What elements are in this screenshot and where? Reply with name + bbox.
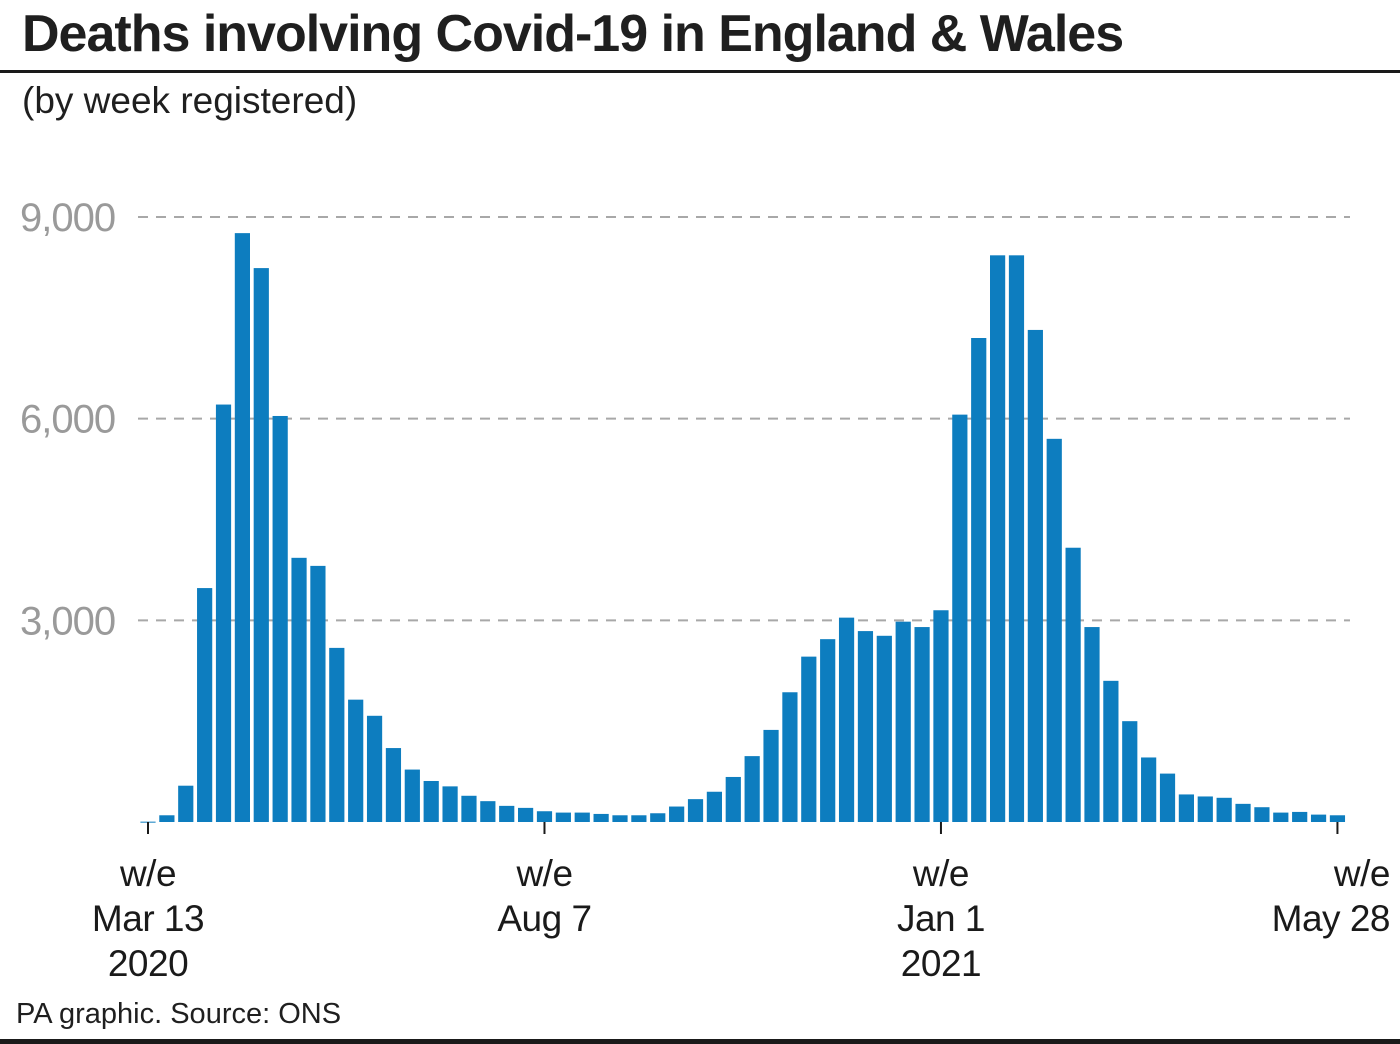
x-tick-label: w/e (515, 853, 572, 894)
x-tick-label: w/e (119, 853, 176, 894)
bar (650, 813, 666, 822)
chart-subtitle: (by week registered) (22, 80, 358, 121)
bar (385, 748, 402, 822)
bar (518, 807, 534, 822)
bar (348, 699, 364, 822)
bar (687, 799, 704, 822)
bar (1273, 812, 1289, 822)
bar (612, 815, 628, 822)
bar (1008, 255, 1025, 822)
y-tick-label: 9,000 (20, 196, 115, 240)
bar (1178, 794, 1194, 822)
bar (366, 715, 383, 822)
bar (1141, 757, 1157, 822)
bar (593, 813, 609, 822)
bar (744, 756, 760, 822)
bar (404, 769, 420, 822)
bar (1046, 438, 1062, 822)
bar (555, 812, 571, 822)
bar (782, 692, 798, 822)
bar (820, 639, 836, 822)
bar (1235, 803, 1251, 822)
bar (1292, 811, 1308, 822)
bar (1027, 329, 1043, 822)
bar (914, 627, 930, 822)
bar (1216, 797, 1232, 822)
footer-rule (0, 1039, 1400, 1044)
bar (1084, 627, 1100, 822)
bar (706, 791, 722, 822)
chart-title: Deaths involving Covid-19 in England & W… (22, 5, 1124, 63)
bar (933, 610, 949, 822)
bar (631, 815, 647, 822)
bar (329, 647, 345, 822)
bar (234, 233, 250, 822)
bar (725, 776, 741, 822)
bar (895, 621, 911, 822)
bar (1310, 814, 1327, 822)
bar (1197, 796, 1213, 822)
bar (536, 811, 553, 822)
bar (1159, 773, 1176, 822)
x-tick-label: Mar 13 (92, 898, 204, 939)
bar (178, 785, 194, 822)
bar (876, 635, 892, 822)
bar (952, 414, 968, 822)
bar (291, 557, 307, 822)
bar (838, 617, 855, 822)
bar (480, 801, 496, 822)
x-tick-label: w/e (912, 853, 969, 894)
x-tick-label: 2020 (108, 943, 188, 984)
bar (310, 565, 326, 822)
x-tick-label: Aug 7 (497, 898, 591, 939)
title-rule (0, 70, 1400, 73)
bar (857, 631, 874, 822)
bar (1329, 815, 1346, 822)
bar (971, 338, 987, 822)
bar (442, 786, 458, 822)
x-tick-label: 2021 (901, 943, 981, 984)
bar (1254, 807, 1270, 822)
bar (461, 795, 477, 822)
gridlines (138, 216, 1350, 622)
bar (215, 404, 232, 822)
bar (801, 656, 817, 822)
y-tick-label: 3,000 (20, 599, 115, 643)
y-axis-labels: 3,000 6,000 9,000 (20, 196, 116, 643)
bar (763, 729, 779, 822)
bar (253, 268, 269, 823)
x-tick-label: Jan 1 (897, 898, 985, 939)
bar (423, 780, 439, 822)
source-note: PA graphic. Source: ONS (16, 998, 342, 1030)
bar (1122, 721, 1138, 822)
x-tick-label: May 28 (1272, 898, 1390, 939)
bar (197, 588, 213, 822)
x-tick-label: w/e (1333, 853, 1390, 894)
bar (1065, 547, 1081, 822)
bar (159, 815, 175, 822)
bar (499, 805, 515, 822)
bar (1103, 680, 1119, 822)
y-tick-label: 6,000 (20, 398, 115, 442)
bar (574, 812, 590, 822)
bar (990, 255, 1006, 822)
bar (272, 415, 288, 822)
bars (140, 233, 1346, 823)
bar (669, 806, 685, 822)
